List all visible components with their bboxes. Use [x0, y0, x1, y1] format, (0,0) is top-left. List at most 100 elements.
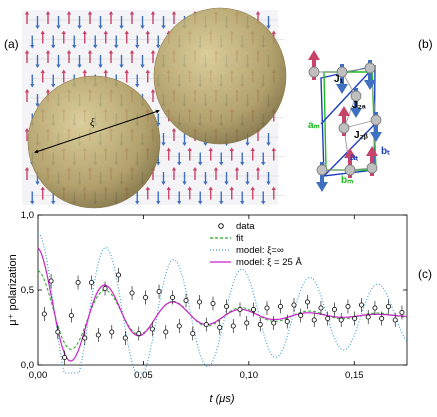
spin-arrowhead: [135, 201, 140, 205]
spin-arrowhead: [56, 64, 61, 68]
spin-arrowhead: [240, 201, 245, 205]
correlation-sphere-right: [153, 7, 287, 145]
spin-arrowhead: [61, 69, 66, 73]
spin-arrowhead: [87, 50, 93, 54]
spin-arrowhead: [150, 50, 156, 54]
atom: [344, 164, 356, 176]
spin-arrowhead: [150, 89, 156, 93]
spin-arrowhead: [51, 84, 56, 88]
unit-cell-spins: [308, 50, 382, 192]
data-point: [237, 306, 243, 312]
data-point: [210, 300, 216, 306]
curve-solid: [37, 247, 408, 362]
spin-arrowhead: [35, 64, 40, 68]
spin-arrowhead: [203, 142, 208, 146]
spin-arrowhead: [245, 142, 250, 146]
spin-arrowhead: [45, 11, 51, 15]
data-point: [358, 302, 364, 308]
spin-arrowhead: [250, 147, 255, 151]
spin-arrowhead: [192, 167, 198, 171]
panel-label-b: (b): [418, 37, 433, 51]
data-point: [325, 315, 331, 321]
spin-arrowhead: [51, 45, 56, 49]
data-point: [271, 320, 277, 326]
data-point: [116, 272, 122, 278]
data-point: [365, 314, 371, 320]
data-point: [190, 330, 196, 336]
data-points: [41, 268, 405, 365]
data-point: [284, 318, 290, 324]
spin-arrowhead: [103, 30, 108, 34]
exchange-bond: [343, 119, 377, 129]
spin-arrowhead: [161, 181, 166, 185]
spin-arrowhead: [219, 162, 224, 166]
spin-arrowhead: [156, 162, 161, 166]
spin-arrowhead: [40, 69, 45, 73]
spin-arrowhead: [177, 201, 182, 205]
atom: [350, 90, 362, 102]
spin-arrowhead: [35, 103, 40, 107]
data-point: [230, 323, 236, 329]
data-point: [143, 294, 149, 300]
data-point: [122, 335, 128, 341]
data-point: [82, 335, 88, 341]
data-point: [345, 303, 351, 309]
cell-diagonal: [320, 65, 376, 125]
data-point: [311, 317, 317, 323]
label-bm: bₘ: [341, 175, 353, 186]
spin-arrowhead: [129, 11, 135, 15]
spin-arrowhead: [135, 84, 140, 88]
xi-arrow: [34, 109, 160, 154]
data-point: [244, 320, 250, 326]
spin-arrowhead: [161, 25, 166, 29]
spin-arrowhead: [114, 45, 119, 49]
spin-arrowhead: [234, 167, 240, 171]
spin-arrowhead: [45, 89, 51, 93]
data-point: [318, 305, 324, 311]
atom: [364, 62, 376, 74]
spin-arrowhead: [182, 181, 187, 185]
spin-arrowhead: [271, 30, 276, 34]
spin-arrowhead: [350, 108, 362, 118]
y-tick-label: 0,5: [21, 285, 34, 296]
panel-label-c: (c): [418, 267, 432, 281]
spin-arrowhead: [203, 181, 208, 185]
spin-arrowhead: [98, 25, 103, 29]
spin-arrowhead: [308, 50, 320, 60]
atom: [370, 114, 382, 126]
data-point: [264, 305, 270, 311]
spin-arrowhead: [266, 142, 271, 146]
x-tick-label: 0,00: [29, 370, 48, 381]
spin-arrowhead: [135, 45, 140, 49]
atom: [338, 122, 350, 134]
spin-arrowhead: [98, 64, 103, 68]
spin-arrowhead: [108, 11, 114, 15]
panel-a: ξ: [22, 7, 287, 209]
data-point: [149, 326, 155, 332]
data-point: [331, 306, 337, 312]
data-point: [68, 312, 74, 318]
spin-arrowhead: [219, 201, 224, 205]
data-point: [176, 323, 182, 329]
spin-arrowhead: [82, 69, 87, 73]
panel-b: J₁ J₂ₐ J₂ᵦ aₘ aₜ bₜ bₘ: [308, 50, 390, 192]
data-point: [338, 317, 344, 323]
y-tick-label: 0,0: [21, 360, 34, 371]
x-tick-label: 0,15: [345, 370, 364, 381]
spin-arrowhead: [40, 186, 45, 190]
spin-arrowhead: [366, 146, 378, 156]
spin-arrowhead: [364, 80, 376, 90]
spin-arrowhead: [87, 11, 93, 15]
spin-arrowhead: [145, 30, 150, 34]
spin-arrowhead: [66, 50, 72, 54]
spin-arrowhead: [316, 182, 328, 192]
spin-arrowhead: [161, 142, 166, 146]
data-point: [156, 288, 162, 294]
data-point: [385, 303, 391, 309]
spin-arrowhead: [229, 147, 234, 151]
spin-arrowhead: [119, 25, 124, 29]
spin-arrowhead: [24, 50, 30, 54]
spin-arrowhead: [140, 25, 145, 29]
panel-label-a: (a): [4, 37, 19, 51]
